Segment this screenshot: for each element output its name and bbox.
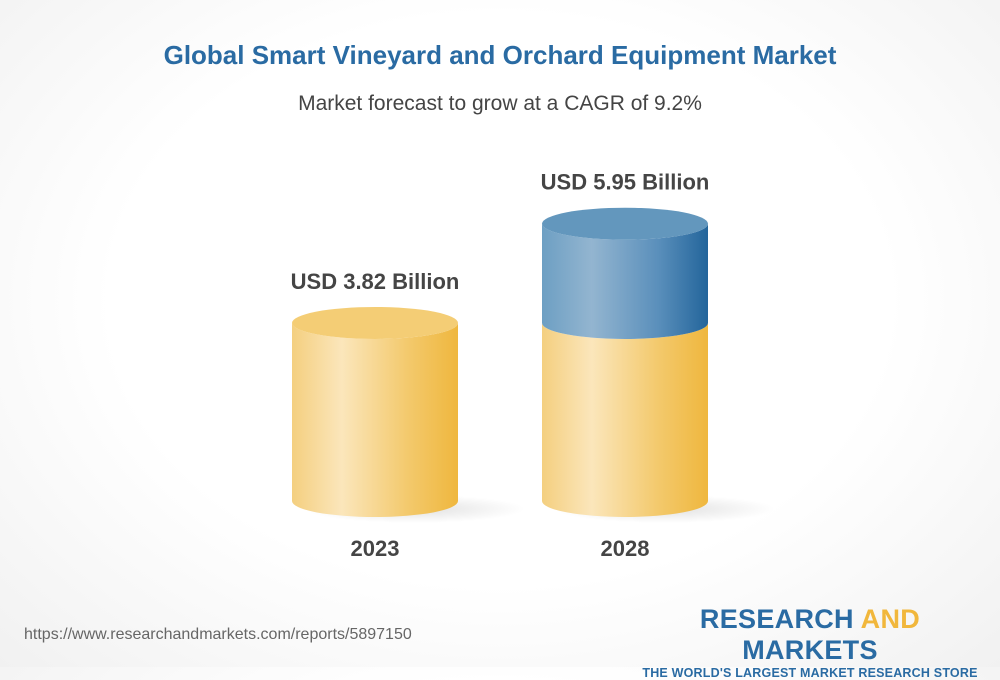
source-url[interactable]: https://www.researchandmarkets.com/repor… [24, 626, 412, 643]
bar-top-2028 [542, 207, 708, 240]
bar-base-2028 [542, 322, 708, 517]
logo-tagline: THE WORLD'S LARGEST MARKET RESEARCH STOR… [642, 666, 978, 680]
bar-2023 [292, 322, 458, 517]
chart-title: Global Smart Vineyard and Orchard Equipm… [163, 40, 837, 70]
bar-growth-2028 [542, 223, 708, 339]
logo-and: AND [860, 604, 921, 634]
chart-subtitle: Market forecast to grow at a CAGR of 9.2… [298, 92, 702, 115]
data-label: USD 5.95 Billion [541, 170, 710, 195]
research-and-markets-logo: RESEARCH AND MARKETS THE WORLD'S LARGEST… [640, 604, 980, 680]
x-tick-label: 2023 [351, 536, 400, 561]
logo-markets: MARKETS [742, 635, 878, 665]
x-tick-label: 2028 [601, 536, 650, 561]
bar-top-2023 [292, 306, 458, 339]
logo-research: RESEARCH [699, 604, 854, 634]
data-label: USD 3.82 Billion [291, 269, 460, 294]
